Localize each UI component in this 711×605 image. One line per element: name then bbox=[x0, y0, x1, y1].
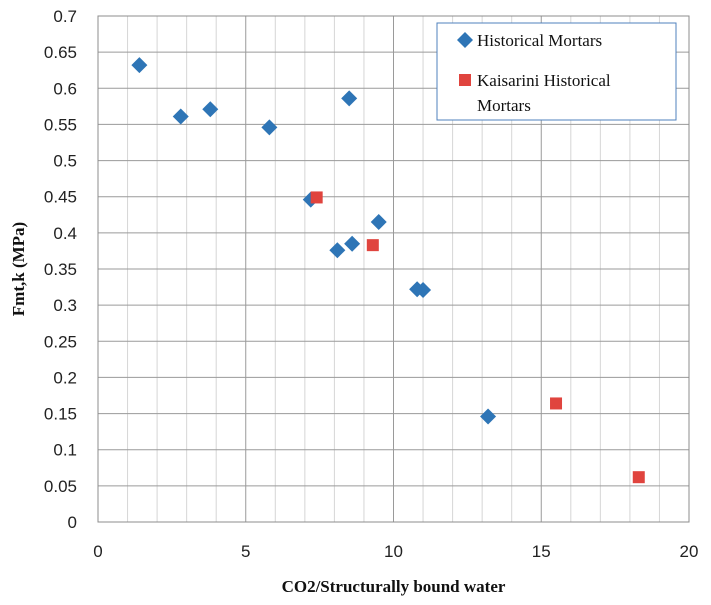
legend-marker bbox=[459, 74, 471, 86]
data-point bbox=[366, 239, 379, 252]
x-tick-label: 5 bbox=[241, 542, 250, 561]
data-point bbox=[261, 119, 278, 136]
data-point bbox=[550, 397, 563, 410]
x-tick-label: 10 bbox=[384, 542, 403, 561]
y-tick-label: 0.2 bbox=[53, 368, 77, 387]
data-point bbox=[131, 57, 148, 74]
data-point bbox=[329, 242, 346, 259]
legend-label: Historical Mortars bbox=[477, 31, 602, 50]
data-point bbox=[310, 191, 323, 204]
y-tick-label: 0.65 bbox=[44, 43, 77, 62]
x-tick-label: 0 bbox=[93, 542, 102, 561]
data-point bbox=[344, 235, 361, 252]
data-point bbox=[370, 214, 387, 231]
y-tick-label: 0.25 bbox=[44, 332, 77, 351]
x-axis-tick-labels: 0 5 10 15 20 bbox=[93, 542, 698, 561]
x-tick-label: 15 bbox=[532, 542, 551, 561]
data-point bbox=[341, 90, 358, 107]
y-axis-title: Fmt,k (MPa) bbox=[9, 222, 28, 316]
legend-marker bbox=[457, 32, 473, 48]
data-point bbox=[172, 108, 189, 125]
data-point bbox=[632, 471, 645, 484]
data-point bbox=[480, 408, 497, 425]
grid-lines bbox=[97, 15, 690, 523]
y-tick-label: 0.05 bbox=[44, 477, 77, 496]
y-tick-label: 0.4 bbox=[53, 224, 77, 243]
data-point bbox=[415, 281, 432, 298]
y-tick-label: 0.45 bbox=[44, 188, 77, 207]
y-tick-label: 0.1 bbox=[53, 441, 77, 460]
y-tick-label: 0.7 bbox=[53, 7, 77, 26]
series-kaisarini-historical-mortars bbox=[310, 191, 645, 484]
y-tick-label: 0.35 bbox=[44, 260, 77, 279]
plot-area-frame bbox=[97, 15, 690, 523]
y-tick-label: 0.6 bbox=[53, 79, 77, 98]
legend-box bbox=[436, 22, 677, 121]
x-axis-title: CO2/Structurally bound water bbox=[282, 577, 506, 596]
x-tick-label: 20 bbox=[680, 542, 699, 561]
y-tick-label: 0 bbox=[68, 513, 77, 532]
legend-label: Kaisarini Historical Mortars bbox=[477, 71, 611, 115]
y-tick-label: 0.55 bbox=[44, 115, 77, 134]
y-tick-label: 0.5 bbox=[53, 152, 77, 171]
y-tick-label: 0.15 bbox=[44, 405, 77, 424]
legend: Historical Mortars Kaisarini Historical Mo… bbox=[436, 22, 677, 121]
y-tick-label: 0.3 bbox=[53, 296, 77, 315]
y-axis-tick-labels: 0 0.05 0.1 0.15 0.2 0.25 0.3 0.35 0.4 0.45 0.5 0.55… bbox=[44, 7, 77, 532]
data-point bbox=[202, 101, 219, 118]
series-historical-mortars bbox=[131, 57, 497, 425]
data-points bbox=[131, 57, 645, 484]
